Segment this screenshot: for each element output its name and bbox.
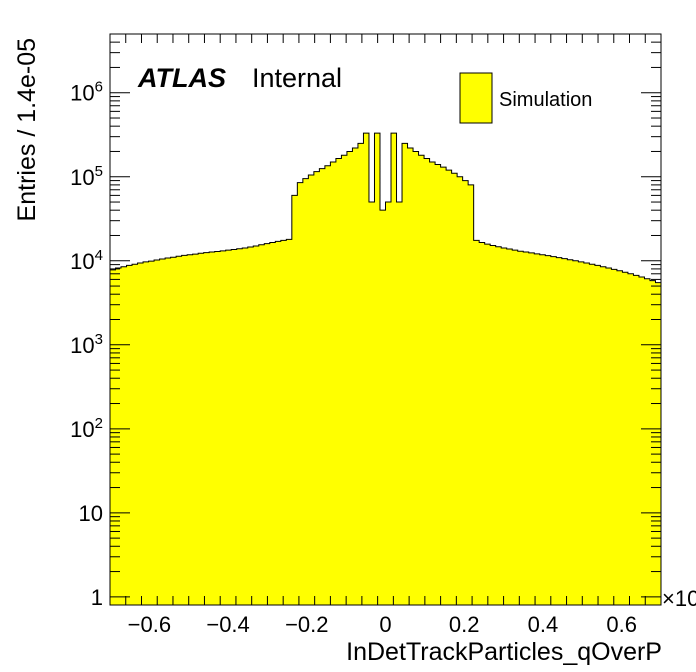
y-tick-label: 102 — [70, 415, 103, 442]
x-axis-ticks: −0.6 −0.4 −0.2 0 0.2 0.4 0.6 — [109, 34, 662, 637]
x-tick-label: 0 — [379, 612, 391, 637]
y-axis-ticks: 1 10 102 103 104 105 106 — [70, 33, 661, 610]
y-tick-label: 105 — [70, 163, 103, 190]
y-tick-label: 104 — [70, 247, 103, 274]
plot-area — [109, 132, 662, 606]
y-tick-label: 1 — [91, 585, 103, 610]
x-axis-multiplier: ×10 — [662, 586, 696, 611]
legend-label-simulation: Simulation — [499, 89, 592, 111]
histogram-bars — [109, 132, 662, 606]
x-tick-label: 0.4 — [528, 612, 559, 637]
x-tick-label: −0.6 — [128, 612, 171, 637]
y-tick-label: 10 — [79, 501, 103, 526]
atlas-label-internal: Internal — [252, 63, 342, 93]
atlas-label: ATLAS Internal — [137, 63, 342, 93]
x-tick-label: −0.2 — [285, 612, 328, 637]
x-tick-label: −0.4 — [206, 612, 249, 637]
atlas-label-bold: ATLAS — [137, 63, 226, 93]
x-tick-label: 0.2 — [449, 612, 480, 637]
y-tick-label: 106 — [70, 79, 103, 106]
x-tick-label: 0.6 — [606, 612, 637, 637]
y-axis-title: Entries / 1.4e-05 — [13, 38, 41, 221]
y-tick-label: 103 — [70, 331, 103, 358]
plot-frame — [109, 33, 662, 606]
x-axis-title: InDetTrackParticles_qOverP — [346, 638, 662, 666]
legend: Simulation — [459, 72, 592, 124]
legend-swatch-simulation — [459, 72, 493, 124]
